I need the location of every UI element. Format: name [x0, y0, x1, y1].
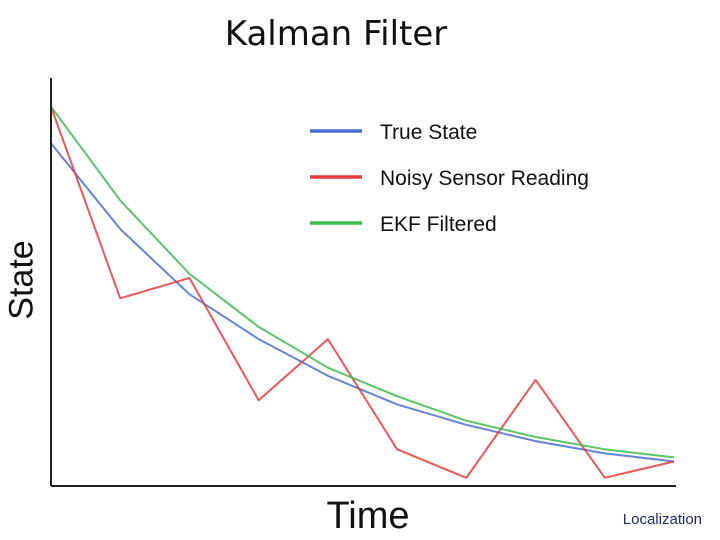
series-line-true-state [50, 142, 675, 463]
legend-label-noisy-sensor-reading: Noisy Sensor Reading [380, 167, 589, 190]
footer-label: Localization [622, 511, 702, 528]
y-axis-label: State [2, 240, 41, 320]
chart-title: Kalman Filter [224, 14, 448, 54]
x-axis-label: Time [326, 495, 410, 537]
series-lines [50, 106, 675, 479]
legend-label-true-state: True State [380, 121, 477, 144]
series-line-noisy-sensor-reading [50, 106, 675, 479]
series-line-ekf-filtered [50, 106, 675, 459]
legend-label-ekf-filtered: EKF Filtered [380, 213, 497, 236]
legend: True State Noisy Sensor Reading EKF Filter… [310, 121, 589, 236]
